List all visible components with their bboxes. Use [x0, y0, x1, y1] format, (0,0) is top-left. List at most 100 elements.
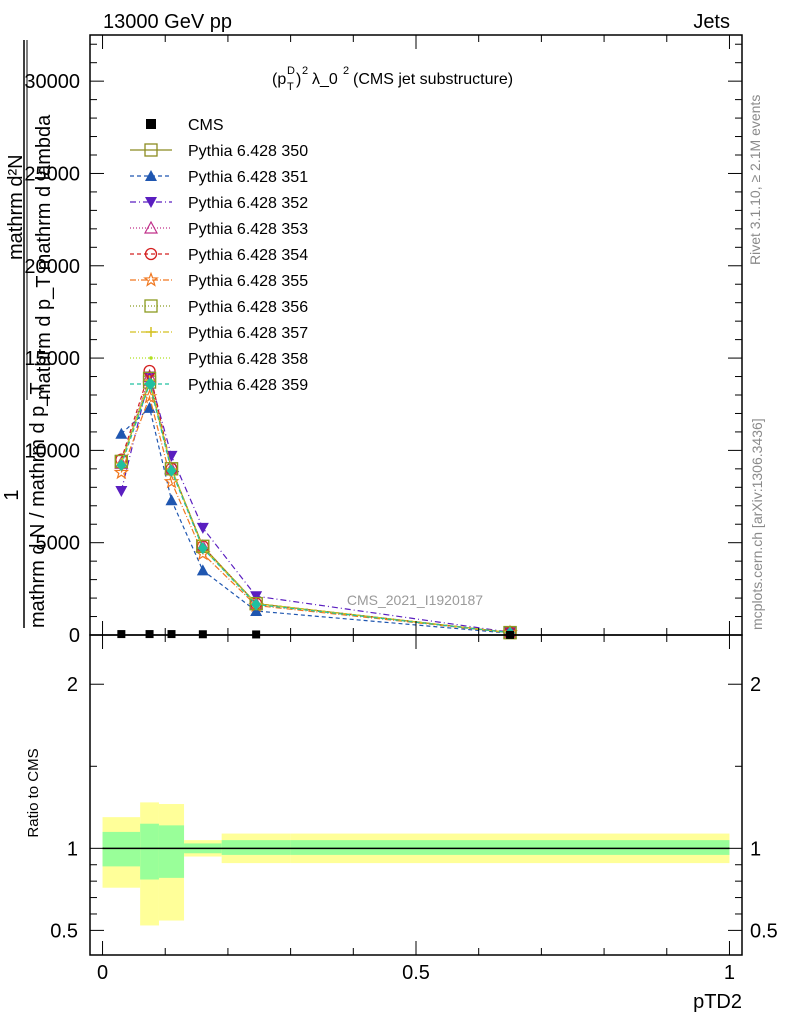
legend-entry: Pythia 6.428 350 [130, 143, 308, 160]
data-point [117, 630, 126, 639]
series-marker [115, 427, 128, 439]
y-tick-label: 30000 [24, 71, 80, 93]
ratio-green-band-bin [158, 825, 185, 878]
series-line [120, 374, 511, 633]
series-marker [196, 564, 209, 576]
legend-label: Pythia 6.428 359 [188, 377, 308, 394]
data-point [145, 630, 154, 639]
main-series-layer [113, 364, 518, 640]
legend-label: Pythia 6.428 358 [188, 351, 308, 368]
legend-label: Pythia 6.428 354 [188, 247, 308, 264]
legend-entry: Pythia 6.428 354 [130, 247, 308, 264]
ratio-y-tick-label: 0.5 [50, 920, 78, 942]
x-tick-label: 0 [97, 962, 108, 984]
legend-label: CMS [188, 117, 224, 134]
series-marker [149, 356, 153, 360]
ratio-axes: 0.5 0.5 1 1 2 2 0 0.5 1 [50, 634, 778, 984]
ratio-y-tick-label: 1 [67, 838, 78, 860]
series-marker [115, 486, 128, 497]
series-marker [141, 388, 158, 404]
ratio-green-band-bin [102, 831, 141, 867]
ratio-green-band-bin [221, 840, 291, 855]
ratio-y-tick-label-right: 2 [750, 674, 761, 696]
legend-entry: Pythia 6.428 357 [130, 325, 308, 342]
series-marker [116, 459, 127, 472]
legend-entry: Pythia 6.428 351 [130, 169, 308, 186]
ratio-y-tick-label-right: 1 [750, 838, 761, 860]
series-marker [145, 197, 157, 208]
svg-text:1: 1 [1, 489, 23, 500]
legend-label: Pythia 6.428 355 [188, 273, 308, 290]
y-tick-label: 25000 [24, 163, 80, 185]
legend-label: Pythia 6.428 351 [188, 169, 308, 186]
series-marker [143, 401, 156, 413]
svg-text:(CMS jet substructure): (CMS jet substructure) [353, 71, 513, 88]
svg-text:mathrm d²N: mathrm d²N [5, 154, 27, 260]
ratio-y-tick-label: 2 [67, 674, 78, 696]
ratio-green-band-bin [290, 840, 730, 855]
series-line [120, 380, 511, 634]
y-tick-label: 20000 [24, 256, 80, 278]
series-line [120, 368, 511, 634]
watermark: CMS_2021_I1920187 [347, 592, 483, 608]
x-tick-label: 1 [724, 962, 735, 984]
series-marker [165, 494, 178, 506]
legend-label: Pythia 6.428 356 [188, 299, 308, 316]
svg-text:2: 2 [343, 65, 349, 77]
series-marker [144, 247, 158, 261]
y-tick-label: 10000 [24, 440, 80, 462]
series-marker [146, 327, 156, 337]
legend-label: Pythia 6.428 353 [188, 221, 308, 238]
series-marker [113, 464, 130, 480]
x-tick-label: 0.5 [402, 962, 430, 984]
series-marker [144, 299, 158, 313]
legend-entry: Pythia 6.428 356 [130, 299, 308, 316]
header-left: 13000 GeV pp [103, 11, 232, 33]
x-axis-label: pTD2 [693, 991, 742, 1013]
legend-marker [146, 119, 156, 129]
y-tick-label: 0 [69, 625, 80, 647]
legend: CMS Pythia 6.428 350 Pythia 6.428 351 Pythi… [130, 117, 308, 394]
header-right: Jets [693, 11, 730, 33]
series-marker [196, 522, 209, 534]
series-marker [146, 378, 156, 390]
legend-label: Pythia 6.428 350 [188, 143, 308, 160]
main-ylabel: 1 mathrm d N / mathrm d p_T mathrm d²N m… [1, 40, 55, 628]
series-marker [144, 143, 158, 157]
series-line [120, 394, 511, 634]
series-marker [143, 271, 159, 287]
rivet-label: Rivet 3.1.10, ≥ 2.1M events [747, 95, 763, 265]
ratio-bands [102, 802, 730, 926]
svg-text:(p: (p [272, 71, 286, 88]
legend-label: Pythia 6.428 352 [188, 195, 308, 212]
ratio-green-band-bin [140, 823, 159, 880]
data-point [167, 630, 176, 639]
legend-entry: CMS [146, 117, 224, 134]
mcplots-label: mcplots.cern.ch [arXiv:1306.3436] [749, 418, 765, 630]
svg-text:λ_0: λ_0 [312, 71, 338, 88]
series-marker [166, 464, 177, 477]
svg-text:T: T [287, 81, 294, 93]
legend-entry: Pythia 6.428 359 [130, 377, 308, 394]
svg-text:2: 2 [302, 65, 308, 77]
ratio-y-tick-label-right: 0.5 [750, 920, 778, 942]
series-marker [251, 598, 262, 611]
legend-entry: Pythia 6.428 353 [130, 220, 308, 238]
legend-label: Pythia 6.428 357 [188, 325, 308, 342]
legend-entry: Pythia 6.428 355 [130, 271, 308, 290]
legend-entry: Pythia 6.428 352 [130, 195, 308, 212]
y-tick-label: 15000 [24, 348, 80, 370]
svg-text:mathrm d p_T mathrm d lambda: mathrm d p_T mathrm d lambda [33, 114, 55, 400]
series-marker [145, 170, 157, 181]
svg-text:mathrm d N / mathrm d p_T: mathrm d N / mathrm d p_T [27, 382, 49, 628]
svg-text:D: D [287, 65, 295, 77]
legend-entry: Pythia 6.428 358 [130, 351, 308, 368]
ratio-ylabel: Ratio to CMS [25, 748, 42, 837]
main-title: (p D T ) 2 λ_0 2 (CMS jet substructure) [272, 65, 513, 93]
y-tick-label: 5000 [36, 533, 81, 555]
svg-text:): ) [296, 71, 301, 88]
series-line [120, 381, 511, 634]
series-marker [197, 542, 208, 555]
series-marker [143, 220, 159, 234]
